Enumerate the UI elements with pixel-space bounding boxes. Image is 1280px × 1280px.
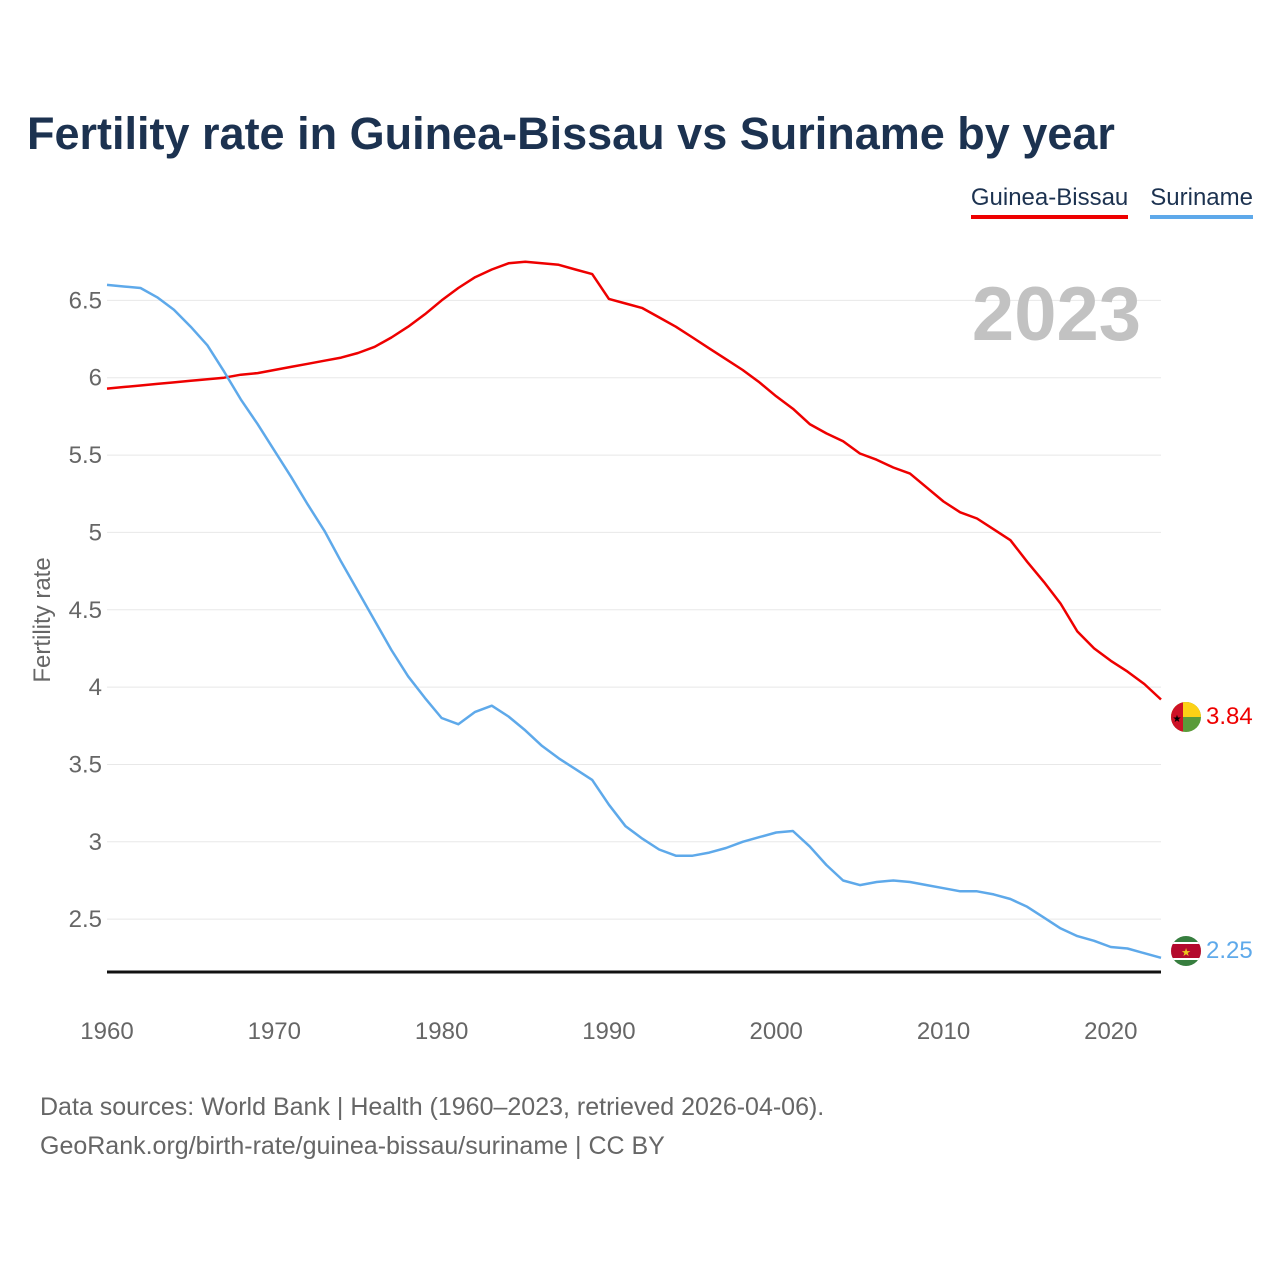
data-source-text: Data sources: World Bank | Health (1960–… — [40, 1093, 825, 1121]
x-tick-label: 2020 — [1084, 1018, 1137, 1045]
y-tick-label: 5 — [89, 519, 102, 546]
y-tick-label: 5.5 — [69, 442, 102, 469]
x-tick-label: 1990 — [582, 1018, 635, 1045]
legend-item-guinea-bissau[interactable]: Guinea-Bissau — [970, 184, 1129, 219]
series-line-guinea-bissau[interactable] — [106, 260, 1162, 701]
y-tick-label: 4 — [89, 674, 102, 701]
line-chart: 2.5 3 3.5 4 4.5 5 5.5 6 6.5 1960 1970 1980 1990 2000… — [29, 260, 1253, 1045]
x-tick-label: 1980 — [415, 1018, 468, 1045]
chart-title: Fertility rate in Guinea-Bissau vs Surin… — [27, 108, 1115, 159]
y-axis-label: Fertility rate — [29, 557, 56, 682]
y-tick-label: 6.5 — [69, 287, 102, 314]
year-watermark: 2023 — [972, 272, 1141, 357]
svg-text:★: ★ — [1181, 947, 1191, 959]
credit-link[interactable]: GeoRank.org/birth-rate/guinea-bissau/sur… — [40, 1132, 665, 1160]
x-tick-label: 2010 — [917, 1018, 970, 1045]
y-tick-label: 3 — [89, 829, 102, 856]
y-tick-label: 3.5 — [69, 751, 102, 778]
x-tick-label: 1970 — [248, 1018, 301, 1045]
footer: Data sources: World Bank | Health (1960–… — [40, 1088, 824, 1166]
series-line-suriname[interactable] — [106, 283, 1162, 960]
suriname-end-label: 2.25 — [1206, 937, 1253, 964]
svg-text:★: ★ — [1173, 714, 1182, 725]
y-tick-label: 4.5 — [69, 597, 102, 624]
y-tick-label: 2.5 — [69, 906, 102, 933]
guinea-bissau-flag-icon: ★ — [1171, 702, 1201, 732]
x-tick-label: 2000 — [750, 1018, 803, 1045]
y-tick-label: 6 — [89, 365, 102, 392]
x-tick-label: 1960 — [80, 1018, 133, 1045]
suriname-flag-icon: ★ — [1171, 936, 1201, 966]
guinea-bissau-end-label: 3.84 — [1206, 703, 1253, 730]
legend-item-suriname[interactable]: Suriname — [1150, 184, 1253, 219]
legend: Guinea-Bissau Suriname — [970, 184, 1253, 219]
